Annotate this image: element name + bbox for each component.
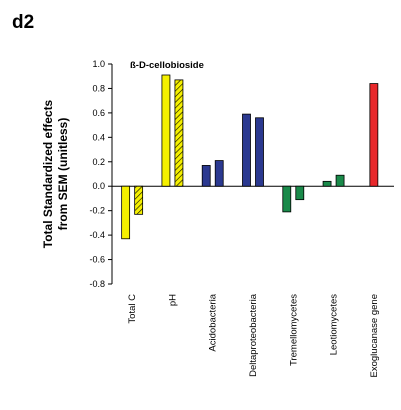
x-category-label: Total C: [127, 294, 138, 324]
bar-ph-1: [161, 74, 171, 187]
bar-total-c-2: [134, 185, 144, 215]
panel-label: d2: [12, 12, 35, 33]
y-tick-label: -0.8: [89, 279, 105, 289]
y-tick-label: 0.8: [92, 83, 105, 93]
bar-deltaproteobacteria-1: [242, 113, 251, 187]
bar-leotiomycetes-1: [322, 180, 332, 187]
y-tick-label: 0.0: [92, 181, 105, 191]
y-tick-label: 1.0: [92, 59, 105, 69]
x-category-label: Deltaproteobacteria: [248, 293, 259, 377]
bar-leotiomycetes-2: [335, 174, 345, 187]
bar-total-c-1: [121, 185, 131, 240]
x-category-label: Tremellomycetes: [288, 294, 299, 366]
y-tick-label: -0.6: [89, 255, 105, 265]
y-tick-label: 0.6: [92, 108, 105, 118]
bar-acidobacteria-1: [201, 165, 211, 187]
bar-tremellomycetes-2: [295, 185, 305, 201]
chart-title: ß-D-cellobioside: [130, 60, 204, 71]
y-axis-label-line2: from SEM (unitless): [56, 118, 70, 231]
bar-deltaproteobacteria-2: [255, 117, 264, 187]
bar-acidobacteria-2: [214, 160, 224, 187]
bar-ph-2: [174, 79, 184, 187]
bar-exoglucanase-gene-1: [369, 83, 379, 187]
x-category-label: pH: [167, 294, 178, 306]
bar-tremellomycetes-1: [282, 185, 292, 213]
y-tick-label: 0.2: [92, 157, 105, 167]
y-axis-label-line1: Total Standardized effects: [41, 99, 55, 248]
y-tick-label: -0.2: [89, 206, 105, 216]
y-tick-label: -0.4: [89, 230, 105, 240]
x-category-label: Acidobacteria: [208, 293, 219, 351]
x-category-label: Leotiomycetes: [329, 294, 340, 356]
y-tick-label: 0.4: [92, 132, 105, 142]
x-category-label: Exoglucanase gene: [369, 294, 380, 377]
